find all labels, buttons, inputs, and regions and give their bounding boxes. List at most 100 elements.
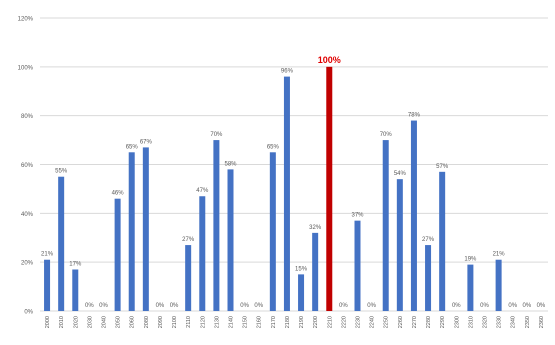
bar	[283, 76, 290, 311]
bar-highlight	[326, 66, 333, 311]
x-tick-label: 2220	[341, 316, 347, 328]
bar	[199, 196, 206, 311]
x-tick-label: 2010	[59, 316, 65, 328]
data-label: 0%	[480, 303, 489, 309]
bar	[44, 259, 51, 311]
x-tick-label: 2150	[243, 316, 249, 328]
x-tick-label: 2040	[102, 316, 108, 328]
x-tick-label: 2330	[497, 316, 503, 328]
x-tick-label: 2180	[285, 316, 291, 328]
x-tick-label: 2200	[313, 316, 319, 328]
x-tick-label: 2340	[511, 316, 517, 328]
bar	[114, 198, 121, 311]
y-tick-label: 0%	[24, 310, 33, 316]
bar	[439, 171, 446, 311]
data-label: 37%	[351, 213, 364, 219]
x-tick-label: 2300	[454, 316, 460, 328]
y-tick-label: 20%	[21, 261, 34, 267]
x-tick-label: 2310	[468, 316, 474, 328]
data-label: 65%	[267, 144, 280, 150]
data-label: 19%	[464, 257, 477, 263]
x-tick-label: 2350	[525, 316, 531, 328]
bar	[495, 259, 502, 311]
y-tick-label: 80%	[21, 114, 34, 120]
data-label: 54%	[394, 171, 407, 177]
x-tick-label: 2000	[45, 316, 51, 328]
data-label: 96%	[281, 69, 294, 75]
x-tick-label: 2240	[370, 316, 376, 328]
data-label: 32%	[309, 225, 322, 231]
x-tick-label: 2230	[356, 316, 362, 328]
data-label: 17%	[69, 261, 82, 267]
y-tick-label: 60%	[21, 163, 34, 169]
data-label: 27%	[422, 237, 435, 243]
data-label: 78%	[408, 113, 421, 119]
x-tick-label: 2210	[327, 316, 333, 328]
data-label: 58%	[224, 161, 237, 167]
bar	[185, 245, 192, 311]
x-tick-label: 2260	[398, 316, 404, 328]
data-label: 0%	[85, 303, 94, 309]
data-label: 21%	[41, 252, 54, 258]
bar	[72, 269, 79, 311]
data-label: 21%	[493, 252, 506, 258]
x-tick-label: 2270	[412, 316, 418, 328]
data-label: 15%	[295, 266, 308, 272]
bar	[269, 152, 276, 311]
x-tick-label: 2170	[271, 316, 277, 328]
x-tick-label: 2080	[144, 316, 150, 328]
x-tick-label: 2020	[73, 316, 79, 328]
data-label: 0%	[522, 303, 531, 309]
bar	[354, 220, 361, 311]
bar	[213, 140, 220, 311]
data-label: 0%	[339, 303, 348, 309]
bar	[396, 179, 403, 311]
x-tick-label: 2280	[426, 316, 432, 328]
x-tick-label: 2160	[257, 316, 263, 328]
data-label-highlight: 100%	[318, 55, 341, 65]
bar	[298, 274, 305, 311]
bar	[410, 120, 417, 311]
data-label: 57%	[436, 164, 449, 170]
y-tick-label: 100%	[18, 65, 34, 71]
x-tick-label: 2110	[186, 316, 192, 328]
x-tick-label: 2030	[87, 316, 93, 328]
data-label: 46%	[112, 191, 125, 197]
x-tick-label: 2050	[116, 316, 122, 328]
data-label: 70%	[210, 132, 223, 138]
data-label: 67%	[140, 139, 153, 145]
x-tick-label: 2120	[200, 316, 206, 328]
x-tick-label: 2130	[214, 316, 220, 328]
x-tick-label: 2060	[130, 316, 136, 328]
data-label: 0%	[240, 303, 249, 309]
bar	[227, 169, 234, 311]
data-label: 0%	[508, 303, 517, 309]
bar	[58, 176, 65, 311]
data-label: 0%	[156, 303, 165, 309]
data-label: 0%	[254, 303, 263, 309]
data-label: 65%	[126, 144, 139, 150]
bar	[425, 245, 432, 311]
bar	[312, 232, 319, 311]
data-label: 0%	[537, 303, 546, 309]
data-label: 70%	[380, 132, 393, 138]
bar	[128, 152, 135, 311]
x-tick-label: 2360	[539, 316, 545, 328]
x-tick-label: 2100	[172, 316, 178, 328]
x-tick-label: 2090	[158, 316, 164, 328]
x-tick-label: 2140	[229, 316, 235, 328]
bar	[382, 140, 389, 311]
y-tick-label: 40%	[21, 212, 34, 218]
x-tick-label: 2320	[483, 316, 489, 328]
data-label: 0%	[99, 303, 108, 309]
data-label: 27%	[182, 237, 195, 243]
data-label: 0%	[170, 303, 179, 309]
data-label: 47%	[196, 188, 209, 194]
x-tick-label: 2290	[440, 316, 446, 328]
data-label: 55%	[55, 169, 68, 175]
bar	[467, 264, 474, 311]
data-label: 0%	[367, 303, 376, 309]
x-tick-label: 2250	[384, 316, 390, 328]
